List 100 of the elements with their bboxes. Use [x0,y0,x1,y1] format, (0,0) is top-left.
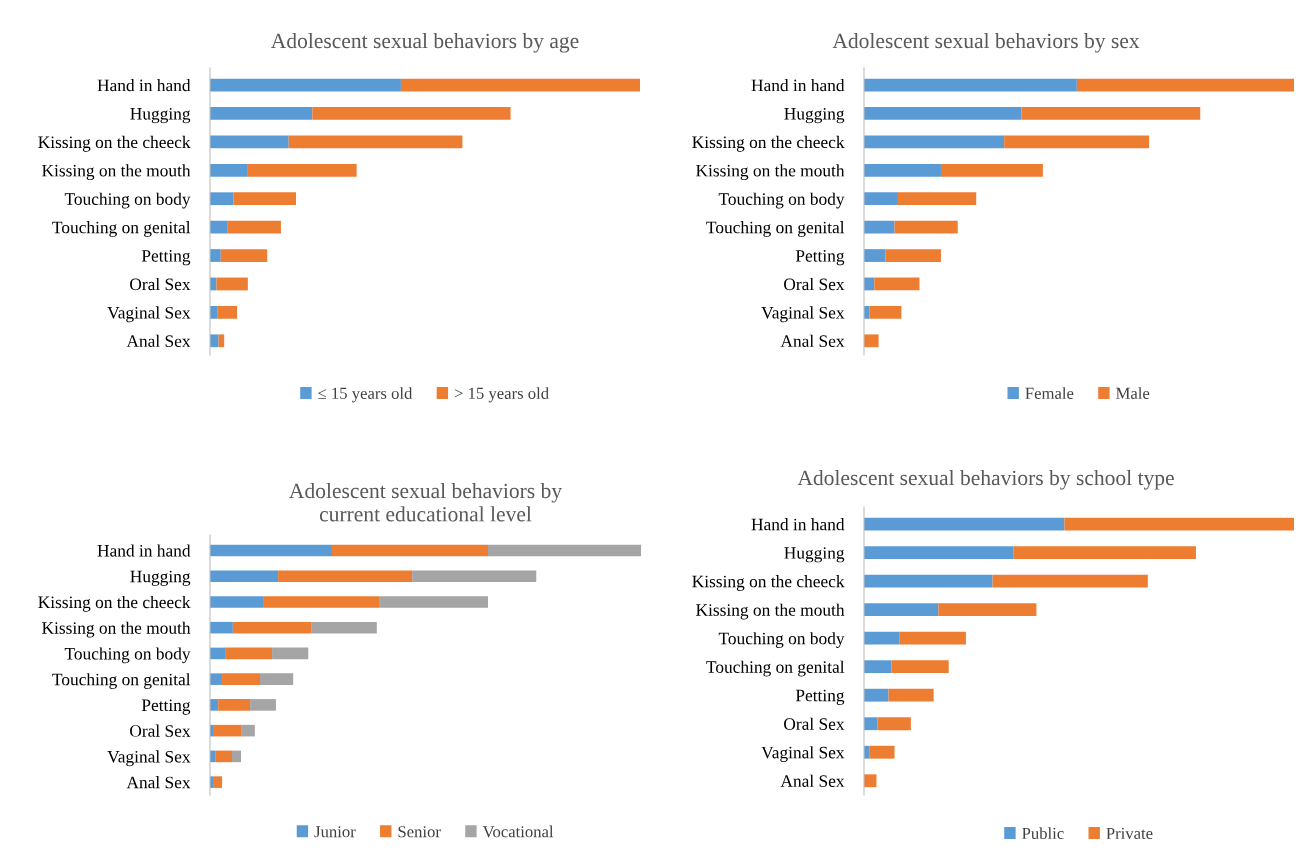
bar [217,305,238,319]
bar [864,660,892,674]
bar [897,192,977,206]
legend-label: Male [1116,387,1150,399]
bar [864,517,1065,531]
bar [210,163,248,177]
bar [877,717,911,731]
chart-title: Adolescent sexual behaviors by sex [832,33,1140,53]
bar [864,603,939,617]
bar [216,277,248,291]
bar [1004,135,1150,149]
bar [864,305,870,319]
bar [312,107,511,120]
y-tick-label: Kissing on the cheeck [692,575,845,591]
y-tick-label: Touching on genital [706,221,845,237]
y-tick-label: Touching on genital [52,673,191,689]
y-tick-label: Kissing on the cheeck [38,135,191,152]
bar [864,334,879,348]
bar [864,163,941,177]
bar [247,163,357,177]
y-tick-label: Kissing on the mouth [42,164,191,181]
y-tick-label: Oral Sex [784,277,845,291]
bar [864,546,1014,560]
y-tick-label: Petting [141,699,191,715]
y-tick-label: Oral Sex [130,724,191,737]
bar [331,544,488,557]
bar [220,249,268,262]
bar [210,673,223,685]
legend-label: Female [1025,387,1074,399]
chart-title: Adolescent sexual behaviors by school type [797,470,1174,490]
y-tick-label: Hugging [130,570,191,586]
bar [487,544,641,557]
y-tick-label: Hugging [784,107,845,124]
y-tick-label: Kissing on the mouth [696,164,845,181]
y-tick-label: Hugging [784,547,845,563]
legend-label: Vocational [482,825,554,838]
bar [210,305,218,319]
bar [218,699,251,711]
bar [894,220,958,234]
bar [412,570,537,582]
y-tick-label: Vaginal Sex [107,750,191,767]
bar [869,745,895,759]
bar [938,603,1037,617]
y-tick-label: Petting [141,250,191,266]
chart-title: Adolescent sexual behaviors by age [270,33,579,53]
bar [1076,78,1294,92]
y-tick-label: Hand in hand [751,79,845,92]
y-tick-label: Petting [795,250,845,266]
legend-label: Public [1022,827,1064,840]
chart-title: Adolescent sexual behaviors by current educational level [289,483,563,522]
bar [864,631,900,645]
bar [215,750,232,763]
bar [231,750,242,763]
y-tick-label: Anal Sex [126,334,191,347]
bar [288,135,463,149]
y-tick-label: Kissing on the cheeck [38,595,191,612]
bar [864,220,895,234]
legend-label: ≤ 15 years old [318,387,413,403]
bar [891,660,949,674]
bar [885,249,941,262]
legend-label: Senior [398,826,441,838]
y-tick-label: Vaginal Sex [761,746,845,762]
bar [1064,517,1294,531]
bar [272,647,309,660]
y-tick-label: Touching on body [64,647,191,664]
legend-label: Private [1106,827,1153,840]
y-tick-label: Vaginal Sex [761,306,845,323]
y-tick-label: Touching on genital [52,221,191,237]
y-tick-label: Kissing on the cheeck [692,135,845,152]
bar [210,334,219,348]
bar [210,249,221,262]
y-tick-label: Anal Sex [780,334,845,347]
bar [940,163,1043,177]
bar [225,647,273,660]
bar [874,277,920,291]
y-tick-label: Hand in hand [97,79,191,92]
bar [864,192,898,206]
bar [210,544,332,557]
bar [400,78,640,92]
bar [210,192,234,206]
bar [210,78,401,92]
bar [379,596,488,608]
bar [218,334,225,348]
bar [232,621,312,634]
bar [210,135,289,149]
bar [864,688,889,702]
legend-label: Junior [314,826,356,838]
y-tick-label: Hand in hand [751,518,845,531]
bar [899,631,966,645]
y-tick-label: Touching on body [718,632,845,648]
bar [260,673,294,685]
bar [210,596,264,608]
bar [213,776,223,788]
bar [233,192,296,206]
bar [864,135,1005,149]
y-tick-label: Touching on body [718,192,845,209]
bar [222,673,260,685]
y-tick-label: Vaginal Sex [107,306,191,323]
y-tick-label: Anal Sex [126,776,191,789]
y-tick-label: Touching on genital [706,660,845,677]
